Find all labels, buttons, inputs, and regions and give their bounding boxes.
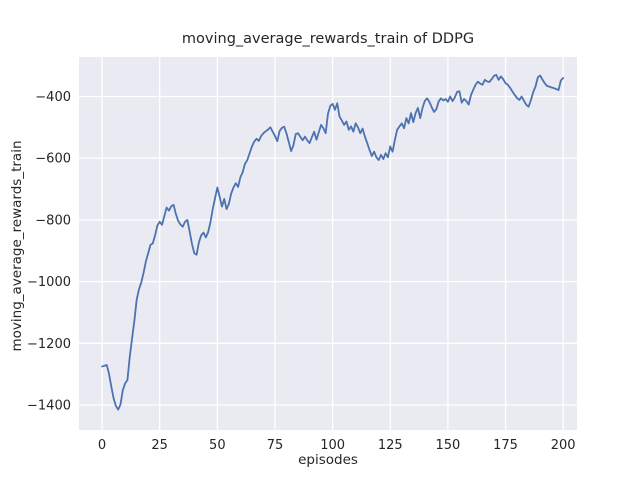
x-axis-label: episodes [298,452,358,468]
series-line-0 [101,73,565,411]
x-tick-label-3: 75 [267,438,284,453]
x-tick-label-4: 100 [320,438,345,453]
x-tick-label-2: 50 [209,438,226,453]
x-tick-label-8: 200 [551,438,576,453]
y-axis-label: moving_average_rewards_train [9,140,25,352]
y-tick-label-2: −800 [35,213,71,228]
x-tick-label-5: 125 [378,438,403,453]
y-tick-label-0: −400 [35,90,71,105]
y-tick-label-1: −600 [35,152,71,167]
x-tick-label-1: 25 [151,438,168,453]
y-tick-label-5: −1400 [27,399,71,414]
chart-title: moving_average_rewards_train of DDPG [181,31,475,47]
x-tick-label-0: 0 [98,438,106,453]
y-tick-label-4: −1200 [27,337,71,352]
y-tick-label-3: −1000 [27,275,71,290]
x-tick-label-6: 150 [435,438,460,453]
x-tick-label-7: 175 [493,438,518,453]
